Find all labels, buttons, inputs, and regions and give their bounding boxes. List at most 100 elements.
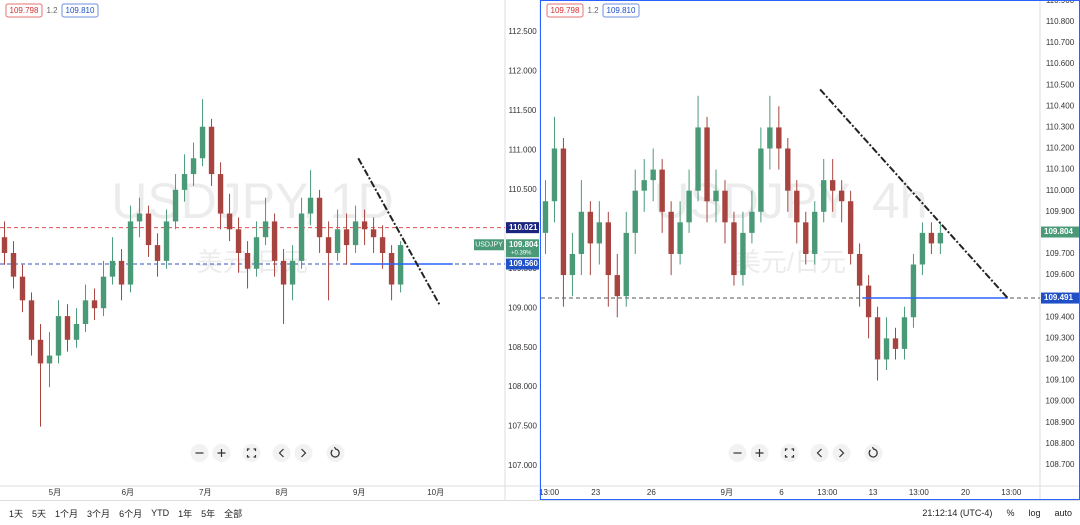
icon-reset (868, 446, 878, 458)
bottom-toolbar: 1天 5天 1个月 3个月 6个月 YTD 1年 5年 全部 21:12:14 (UTC-4)% l… (0, 500, 1080, 525)
icon-fullscreen (246, 448, 257, 458)
y-tick-label: 109.000 (1046, 397, 1075, 406)
candle-body (280, 260, 287, 285)
ask: 109.810 (607, 6, 636, 15)
candle-body (262, 221, 269, 238)
candle-body (19, 276, 26, 301)
x-tick-label: 26 (647, 488, 656, 497)
candle-body (91, 300, 98, 309)
toolbar-button[interactable]: 5年 (201, 508, 216, 519)
icon-left (278, 448, 284, 458)
price-tag (1041, 226, 1079, 238)
candle-body (928, 232, 935, 244)
price-tag-label: 109.491 (1044, 293, 1073, 302)
candle-body (190, 158, 197, 175)
trendline (357, 157, 442, 307)
toolbar-button[interactable]: 1年 (178, 508, 193, 519)
candle-body (289, 260, 296, 285)
y-tick-label: 109.400 (1046, 312, 1075, 321)
candle-body (785, 148, 791, 191)
nav-button[interactable] (326, 444, 345, 462)
candle-body (217, 174, 224, 214)
candle-body (316, 197, 323, 238)
candle-body (10, 252, 17, 277)
candle-body (64, 316, 71, 340)
nav-button[interactable] (810, 444, 829, 462)
candle-body (677, 222, 683, 254)
candle-body (596, 222, 603, 244)
watermark: USDJPY, 1D (111, 173, 394, 229)
candle-body (892, 338, 899, 349)
toolbar-button[interactable]: log (1028, 508, 1041, 518)
nav-button[interactable] (864, 444, 883, 462)
candle-body (776, 127, 782, 149)
bid-box (5, 3, 43, 18)
candle-body (704, 127, 710, 202)
y-tick-label: 109.600 (1046, 270, 1075, 279)
candle-body (740, 232, 746, 276)
symbol-tag (474, 239, 504, 251)
candle-body (82, 300, 89, 324)
candle-body (55, 316, 62, 356)
toolbar-button[interactable]: 全部 (224, 508, 243, 519)
candle-body (352, 221, 359, 246)
y-tick-label: 111.500 (509, 106, 537, 115)
toolbar-button[interactable]: 1个月 (55, 508, 79, 519)
toolbar-button[interactable]: YTD (151, 508, 170, 518)
icon-reset (330, 446, 340, 458)
candle-body (298, 213, 305, 261)
y-tick-label: 112.500 (508, 27, 537, 36)
nav-button[interactable] (832, 444, 851, 462)
nav-button[interactable] (780, 444, 799, 462)
candle-body (136, 213, 143, 222)
y-tick-label: 108.500 (508, 343, 537, 352)
candle-body (883, 338, 890, 360)
icon-fullscreen (784, 448, 795, 458)
price-tag-label: 109.560 (509, 259, 538, 268)
price-tag (506, 258, 539, 270)
y-tick-label: 108.000 (508, 382, 537, 391)
watermark-sub: 美元/日元 (197, 247, 308, 277)
candle-body (118, 260, 125, 285)
toolbar-button[interactable]: 3个月 (87, 508, 111, 519)
nav-button[interactable] (294, 444, 313, 462)
y-tick-label: 110.900 (1046, 0, 1075, 5)
y-tick-label: 110.800 (1046, 17, 1075, 26)
candle-body (208, 126, 215, 175)
candle-body (901, 317, 908, 349)
candle-body (127, 221, 134, 285)
y-tick-label: 109.900 (1046, 207, 1075, 216)
x-tick-label: 20 (961, 488, 970, 497)
x-tick-label: 9月 (353, 488, 365, 497)
toolbar-button[interactable]: 6个月 (119, 508, 143, 519)
toolbar-button[interactable]: 5天 (32, 508, 47, 519)
candle-body (668, 211, 674, 254)
symbol-tag-label: USDJPY (475, 242, 503, 249)
candle-body (605, 222, 612, 276)
price-tag (506, 222, 539, 234)
toolbar-button[interactable]: % (1006, 508, 1015, 518)
candle-body (343, 229, 350, 246)
toolbar-button[interactable]: 1天 (9, 508, 24, 519)
watermark-sub: 美元/日元 (735, 247, 846, 277)
y-tick-label: 108.800 (1046, 439, 1075, 448)
toolbar-button[interactable]: auto (1054, 508, 1072, 518)
icon-right (301, 448, 307, 458)
y-tick-label: 110.600 (1046, 59, 1075, 68)
spread: 1.2 (46, 6, 58, 15)
candle-body (650, 169, 656, 181)
candle-body (874, 317, 881, 360)
candle-body (587, 211, 594, 244)
y-tick-label: 110.300 (1046, 123, 1075, 132)
y-tick-label: 108.900 (1046, 418, 1075, 427)
nav-button[interactable] (242, 444, 261, 462)
trendline (819, 88, 1009, 299)
candle-body (569, 253, 576, 276)
x-tick-label: 9月 (721, 488, 733, 497)
y-tick-label: 110.500 (508, 185, 537, 194)
candle-body (46, 355, 53, 364)
nav-button[interactable] (272, 444, 291, 462)
y-tick-label: 107.500 (508, 422, 537, 431)
y-tick-label: 110.700 (1046, 38, 1075, 47)
